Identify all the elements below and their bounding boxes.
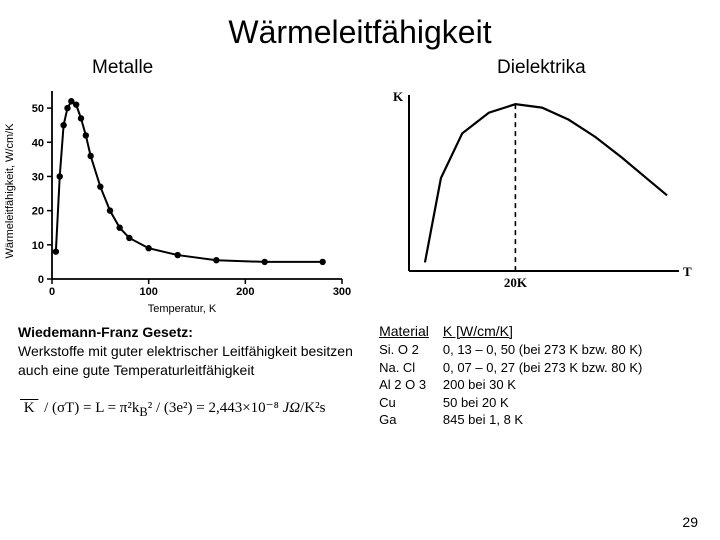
table-row: Na. Cl0, 07 – 0, 27 (bei 273 K bzw. 80 K… — [379, 359, 656, 377]
material-table-block: MaterialK [W/cm/K]Si. O 20, 13 – 0, 50 (… — [379, 323, 702, 429]
svg-text:100: 100 — [139, 286, 157, 298]
table-cell: Si. O 2 — [379, 341, 443, 359]
svg-text:200: 200 — [236, 286, 254, 298]
left-chart: Wärmeleitfähigkeit, W/cm/K 0102030405001… — [12, 81, 352, 301]
svg-text:K: K — [393, 89, 404, 104]
table-row: Ga845 bei 1, 8 K — [379, 411, 656, 429]
material-table: MaterialK [W/cm/K]Si. O 20, 13 – 0, 50 (… — [379, 323, 656, 429]
svg-text:50: 50 — [32, 103, 44, 115]
law-block: Wiedemann-Franz Gesetz: Werkstoffe mit g… — [18, 323, 357, 429]
left-subtitle: Metalle — [12, 57, 353, 81]
lower-section: Wiedemann-Franz Gesetz: Werkstoffe mit g… — [0, 301, 720, 429]
right-chart-svg: K T 20K — [367, 81, 697, 301]
table-row: Si. O 20, 13 – 0, 50 (bei 273 K bzw. 80 … — [379, 341, 656, 359]
left-xlabel: Temperatur, K — [148, 303, 216, 315]
left-chart-column: Metalle Wärmeleitfähigkeit, W/cm/K 01020… — [12, 57, 353, 301]
svg-text:300: 300 — [333, 286, 351, 298]
svg-text:10: 10 — [32, 240, 44, 252]
table-header: Material — [379, 323, 443, 341]
svg-text:40: 40 — [32, 137, 44, 149]
svg-text:20K: 20K — [504, 275, 528, 290]
table-cell: Al 2 O 3 — [379, 376, 443, 394]
right-chart-column: Dielektrika K T 20K — [367, 57, 708, 301]
law-formula: K / (σT) = L = π²kB² / (3e²) = 2,443×10⁻… — [18, 398, 357, 421]
svg-text:0: 0 — [49, 286, 55, 298]
page-title: Wärmeleitfähigkeit — [0, 0, 720, 51]
table-cell: Na. Cl — [379, 359, 443, 377]
svg-text:20: 20 — [32, 206, 44, 218]
table-cell: 845 bei 1, 8 K — [443, 411, 656, 429]
table-header: K [W/cm/K] — [443, 323, 656, 341]
right-chart: K T 20K — [367, 81, 707, 301]
table-cell: 50 bei 20 K — [443, 394, 656, 412]
table-cell: Cu — [379, 394, 443, 412]
left-ylabel: Wärmeleitfähigkeit, W/cm/K — [4, 123, 16, 258]
left-chart-svg: 0 10 20 30 40 50 0 100 200 300 — [12, 81, 352, 301]
table-cell: 0, 07 – 0, 27 (bei 273 K bzw. 80 K) — [443, 359, 656, 377]
table-row: Cu 50 bei 20 K — [379, 394, 656, 412]
law-body: Werkstoffe mit guter elektrischer Leitfä… — [18, 342, 357, 380]
svg-text:0: 0 — [38, 274, 44, 286]
right-subtitle: Dielektrika — [367, 57, 708, 81]
svg-text:T: T — [683, 264, 692, 279]
charts-row: Metalle Wärmeleitfähigkeit, W/cm/K 0 10 20… — [0, 57, 720, 301]
svg-text:30: 30 — [32, 171, 44, 183]
table-row: Al 2 O 3200 bei 30 K — [379, 376, 656, 394]
page-number: 29 — [682, 514, 698, 530]
table-cell: 0, 13 – 0, 50 (bei 273 K bzw. 80 K) — [443, 341, 656, 359]
table-cell: Ga — [379, 411, 443, 429]
law-title: Wiedemann-Franz Gesetz: — [18, 324, 193, 340]
table-cell: 200 bei 30 K — [443, 376, 656, 394]
